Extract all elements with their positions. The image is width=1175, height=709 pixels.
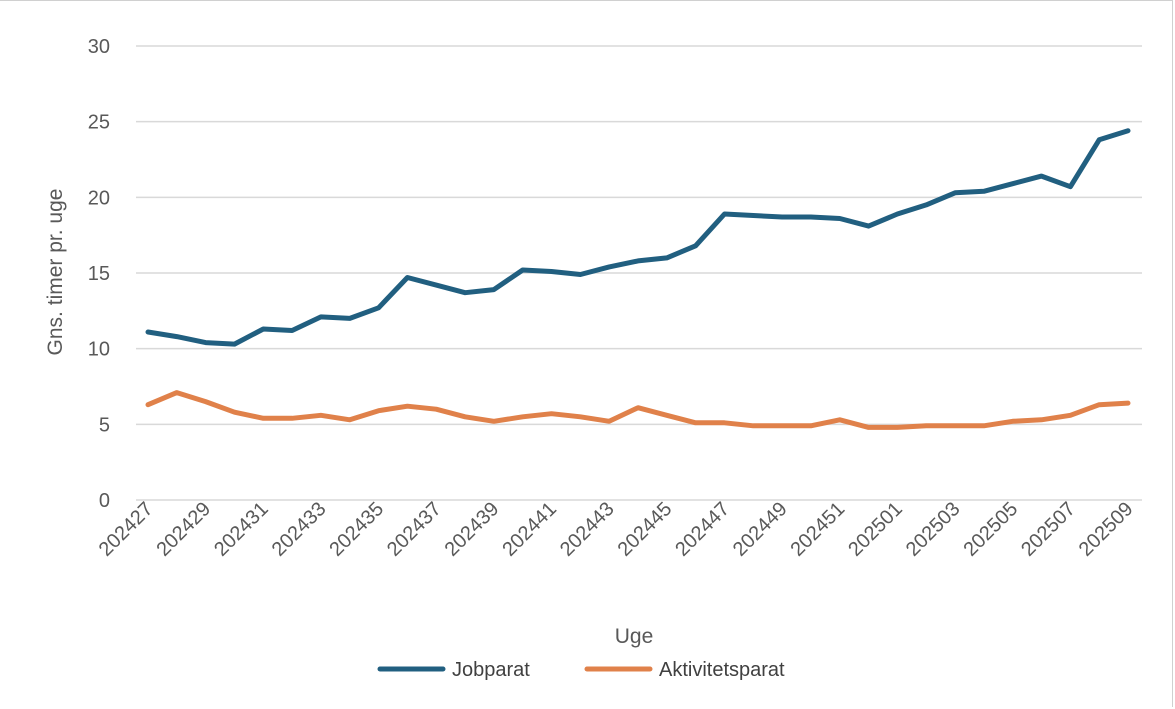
y-tick-label: 20 [88,187,110,209]
x-tick-label: 202441 [498,498,561,561]
y-tick-labels: 0 5 10 15 20 25 30 [88,36,110,512]
x-tick-label: 202503 [902,498,965,561]
y-tick-label: 0 [99,490,110,512]
y-axis-title: Gns. timer pr. uge [44,189,67,356]
x-tick-label: 202435 [325,498,388,561]
legend-label-aktivitetsparat: Aktivitetsparat [659,659,785,681]
y-tick-label: 30 [88,36,110,58]
x-tick-label: 202505 [959,498,1022,561]
x-tick-label: 202509 [1075,498,1138,561]
y-tick-label: 10 [88,339,110,361]
x-tick-label: 202447 [671,498,734,561]
x-tick-label: 202437 [383,498,446,561]
x-tick-label: 202445 [614,498,677,561]
x-tick-label: 202439 [441,498,504,561]
x-axis-title: Uge [615,625,654,648]
series-line-jobparat [145,128,1131,347]
x-tick-label: 202451 [787,498,850,561]
y-tick-label: 5 [99,414,110,436]
x-tick-label: 202433 [268,498,331,561]
x-tick-label: 202507 [1017,498,1080,561]
x-tick-label: 202501 [844,498,907,561]
x-tick-label: 202443 [556,498,619,561]
series-lines [145,128,1131,430]
y-tick-label: 15 [88,263,110,285]
x-tick-label: 202431 [210,498,273,561]
x-tick-label: 202449 [729,498,792,561]
legend-label-jobparat: Jobparat [452,659,530,681]
gridlines [136,45,1142,501]
x-tick-labels: 2024272024292024312024332024352024372024… [95,498,1138,561]
legend: Jobparat Aktivitetsparat [377,659,785,681]
y-tick-label: 25 [88,112,110,134]
series-line-aktivitetsparat [145,390,1131,430]
x-tick-label: 202429 [152,498,215,561]
